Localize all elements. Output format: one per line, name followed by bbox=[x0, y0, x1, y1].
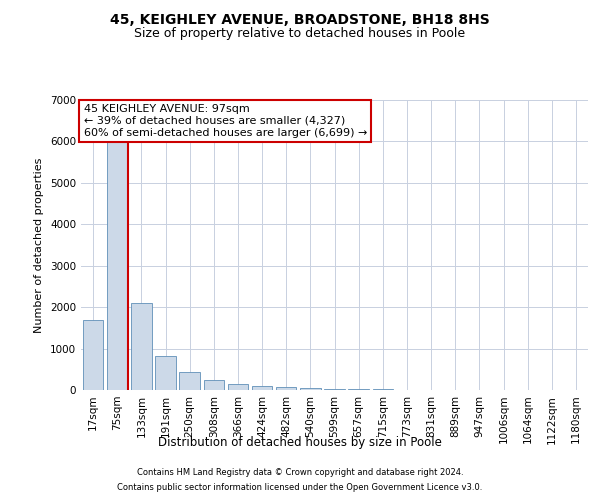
Text: Contains HM Land Registry data © Crown copyright and database right 2024.: Contains HM Land Registry data © Crown c… bbox=[137, 468, 463, 477]
Bar bbox=[203, 380, 224, 390]
Y-axis label: Number of detached properties: Number of detached properties bbox=[34, 158, 44, 332]
Text: 45, KEIGHLEY AVENUE, BROADSTONE, BH18 8HS: 45, KEIGHLEY AVENUE, BROADSTONE, BH18 8H… bbox=[110, 12, 490, 26]
Bar bbox=[276, 386, 296, 390]
Text: Size of property relative to detached houses in Poole: Size of property relative to detached ho… bbox=[134, 28, 466, 40]
Bar bbox=[300, 388, 320, 390]
Text: Contains public sector information licensed under the Open Government Licence v3: Contains public sector information licen… bbox=[118, 483, 482, 492]
Bar bbox=[107, 140, 127, 390]
Bar bbox=[179, 372, 200, 390]
Bar bbox=[131, 303, 152, 390]
Bar bbox=[252, 386, 272, 390]
Bar bbox=[349, 389, 369, 390]
Bar bbox=[155, 356, 176, 390]
Bar bbox=[324, 388, 345, 390]
Text: Distribution of detached houses by size in Poole: Distribution of detached houses by size … bbox=[158, 436, 442, 449]
Bar bbox=[83, 320, 103, 390]
Text: 45 KEIGHLEY AVENUE: 97sqm
← 39% of detached houses are smaller (4,327)
60% of se: 45 KEIGHLEY AVENUE: 97sqm ← 39% of detac… bbox=[83, 104, 367, 138]
Bar bbox=[227, 384, 248, 390]
